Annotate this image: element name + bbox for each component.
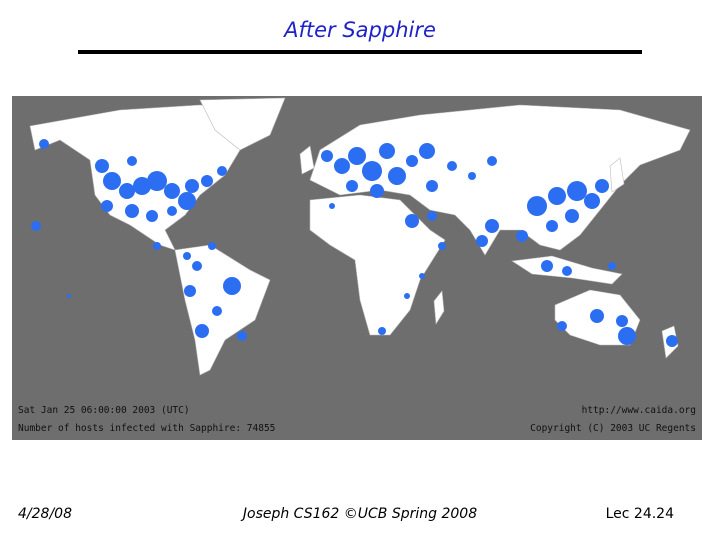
world-map: Sat Jan 25 06:00:00 2003 (UTC) Number of… (12, 96, 702, 440)
slide-title: After Sapphire (284, 18, 436, 42)
footer-author: Joseph CS162 ©UCB Spring 2008 (242, 506, 478, 522)
map-source-url: http://www.caida.org (582, 405, 696, 416)
footer-page: Lec 24.24 (605, 506, 674, 522)
footer-date: 4/28/08 (18, 506, 72, 522)
infection-dots (31, 139, 678, 347)
map-infected-count: Number of hosts infected with Sapphire: … (18, 423, 275, 434)
map-copyright: Copyright (C) 2003 UC Regents (530, 423, 696, 434)
map-timestamp: Sat Jan 25 06:00:00 2003 (UTC) (18, 405, 190, 416)
title-rule (78, 50, 642, 54)
